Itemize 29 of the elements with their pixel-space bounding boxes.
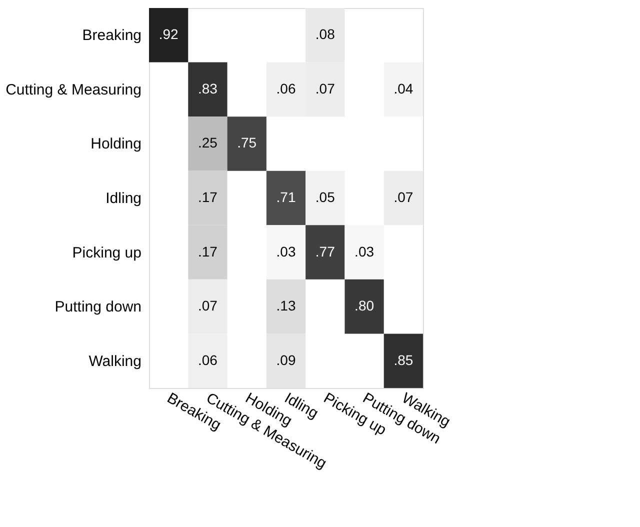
y-tick-label: Holding	[90, 136, 142, 153]
data-label: .03	[276, 243, 296, 260]
data-label: .07	[394, 189, 414, 205]
y-tick-label: Walking	[88, 352, 142, 370]
data-label: .17	[198, 243, 218, 260]
data-label: .25	[198, 134, 218, 151]
data-label: .71	[276, 189, 296, 205]
data-label: .77	[315, 243, 336, 260]
data-label: .05	[315, 189, 336, 205]
data-label: .07	[315, 80, 336, 96]
y-tick-label: Idling	[106, 190, 142, 207]
data-label: .09	[276, 352, 296, 368]
data-label: .85	[394, 352, 414, 368]
data-label: .80	[354, 298, 374, 314]
data-label: .08	[315, 26, 336, 42]
y-tick-label: Picking up	[72, 244, 142, 262]
data-label: .06	[276, 80, 296, 96]
data-label: .07	[198, 298, 218, 314]
data-label: .04	[394, 80, 414, 96]
data-label: .17	[198, 189, 218, 205]
data-label: .83	[198, 80, 218, 96]
y-tick-label: Cutting & Measuring	[6, 81, 142, 98]
data-label: .03	[354, 243, 374, 260]
y-tick-label: Breaking	[82, 27, 142, 44]
data-label: .13	[276, 298, 296, 314]
data-label: .06	[198, 352, 218, 368]
data-label: .92	[158, 26, 179, 42]
y-tick-label: Putting down	[54, 298, 142, 316]
data-label: .75	[237, 134, 257, 151]
